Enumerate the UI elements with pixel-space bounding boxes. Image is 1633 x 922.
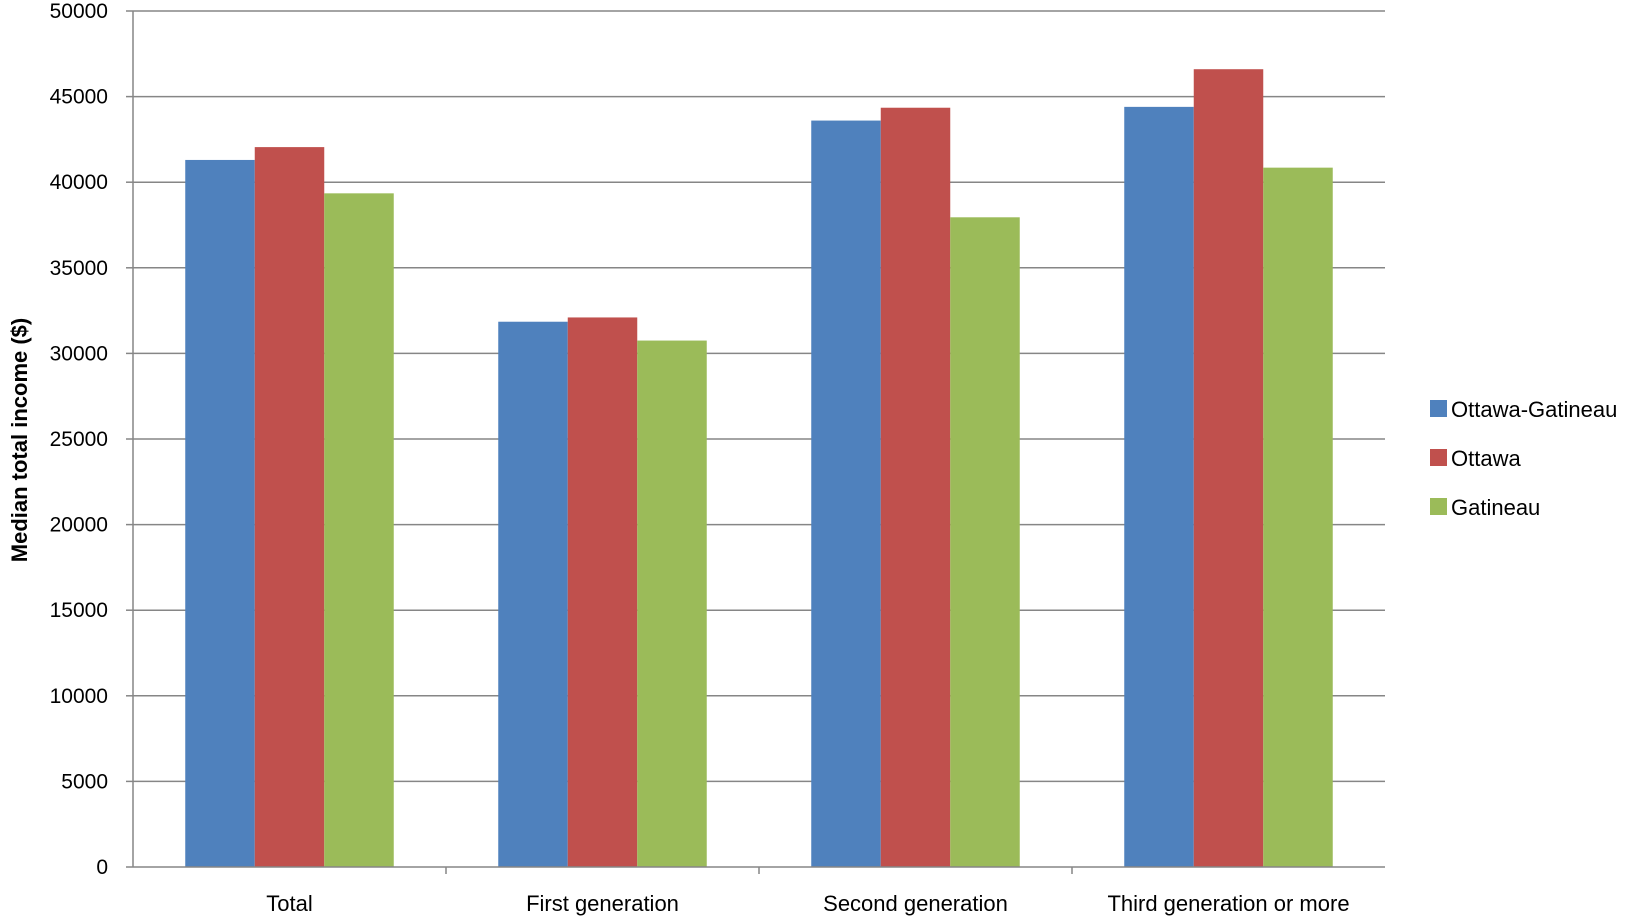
bar-ottawa-gatineau-1: [498, 321, 568, 867]
x-category-label: Second generation: [823, 891, 1008, 916]
bar-ottawa-gatineau-2: [811, 120, 881, 868]
legend-swatch: [1430, 400, 1447, 417]
x-category-label: Third generation or more: [1107, 891, 1349, 916]
bar-gatineau-3: [1263, 167, 1333, 867]
y-tick-label: 20000: [50, 514, 108, 537]
bar-gatineau-0: [324, 193, 394, 867]
y-tick-label: 10000: [50, 685, 108, 708]
bar-gatineau-1: [637, 340, 707, 867]
y-tick-label: 50000: [50, 0, 108, 23]
bar-ottawa-gatineau-3: [1124, 106, 1194, 867]
y-tick-labels: 0 5000 10000 15000 20000 25000 30000 35000 40000…: [50, 0, 108, 879]
legend-swatch: [1430, 449, 1447, 466]
legend: Ottawa-Gatineau Ottawa Gatineau: [1430, 397, 1617, 520]
y-tick-label: 5000: [61, 770, 108, 793]
bar-gatineau-2: [950, 217, 1020, 867]
legend-swatch: [1430, 498, 1447, 515]
bar-ottawa-0: [254, 147, 325, 867]
y-axis-label: Median total income ($): [7, 318, 32, 562]
y-tick-label: 35000: [50, 257, 108, 280]
y-tick-label: 30000: [50, 342, 108, 365]
bar-ottawa-3: [1193, 69, 1264, 867]
legend-label: Gatineau: [1451, 495, 1540, 520]
y-tick-label: 40000: [50, 171, 108, 194]
axes: [132, 11, 1385, 874]
bar-ottawa-gatineau-0: [185, 159, 255, 868]
legend-label: Ottawa: [1451, 446, 1521, 471]
legend-label: Ottawa-Gatineau: [1451, 397, 1617, 422]
x-category-label: Total: [266, 891, 312, 916]
y-tick-label: 45000: [50, 86, 108, 109]
bar-ottawa-1: [567, 317, 638, 867]
bar-ottawa-2: [880, 107, 951, 867]
x-category-label: First generation: [526, 891, 679, 916]
y-tick-label: 15000: [50, 599, 108, 622]
y-tick-label: 25000: [50, 428, 108, 451]
y-tick-label: 0: [96, 856, 108, 879]
x-category-labels: Total First generation Second generation Th…: [266, 891, 1349, 916]
bars: [185, 69, 1333, 868]
